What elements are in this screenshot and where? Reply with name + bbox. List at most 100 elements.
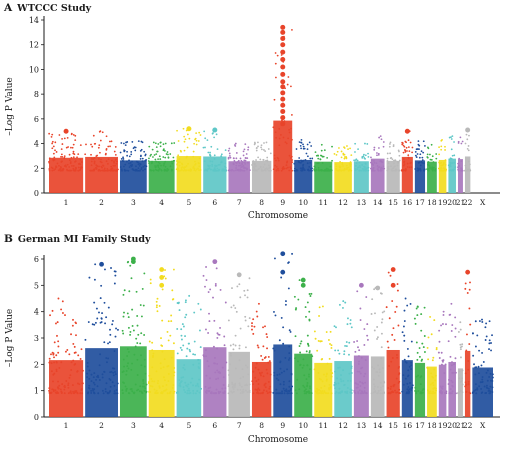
data-point: [188, 169, 190, 172]
data-point: [319, 340, 322, 343]
data-point: [475, 366, 478, 369]
x-tick-label: 19: [438, 198, 448, 207]
data-point: [229, 156, 232, 159]
data-point: [251, 328, 253, 331]
highlighted-point: [280, 251, 286, 257]
chromosome-1-points: [48, 132, 84, 193]
data-point: [433, 166, 435, 169]
data-point: [55, 354, 58, 357]
data-point: [419, 376, 422, 379]
data-point: [103, 167, 106, 170]
data-point: [232, 157, 235, 160]
data-point: [364, 154, 367, 157]
data-point: [350, 326, 353, 329]
data-point: [123, 311, 125, 314]
data-point: [416, 358, 419, 361]
data-point: [249, 169, 251, 172]
data-point: [337, 366, 340, 369]
data-point: [63, 165, 66, 167]
data-point: [387, 346, 390, 349]
data-point: [460, 167, 463, 170]
data-point: [316, 392, 319, 395]
data-point: [391, 158, 394, 161]
data-point: [347, 169, 350, 172]
data-point: [171, 386, 174, 389]
chromosome-6-points: [202, 129, 228, 193]
data-point: [476, 334, 479, 337]
data-point: [263, 384, 266, 387]
data-point: [119, 151, 122, 154]
data-point: [334, 387, 337, 390]
data-point: [373, 148, 376, 151]
data-point: [230, 390, 233, 393]
data-point: [310, 169, 313, 172]
data-point: [205, 169, 208, 172]
data-point: [236, 168, 239, 171]
data-point: [126, 150, 128, 153]
data-point: [130, 153, 133, 156]
data-point: [367, 166, 370, 169]
data-point: [371, 366, 374, 369]
data-point: [239, 296, 242, 299]
data-point: [113, 164, 116, 167]
y-tick-label: 6: [34, 115, 39, 124]
data-point: [139, 342, 142, 345]
chromosome-15-dense-band: [386, 349, 400, 417]
data-point: [54, 391, 57, 394]
data-point: [403, 334, 406, 337]
data-point: [176, 302, 179, 304]
data-point: [401, 141, 404, 144]
data-point: [482, 361, 485, 363]
data-point: [156, 150, 159, 153]
chromosome-7-points: [227, 273, 251, 417]
data-point: [320, 149, 323, 152]
highlighted-point: [465, 127, 471, 133]
data-point: [398, 154, 401, 157]
data-point: [448, 313, 451, 316]
data-point: [246, 289, 249, 292]
data-point: [232, 348, 235, 351]
data-point: [155, 146, 158, 149]
data-point: [91, 387, 94, 390]
data-point: [260, 144, 263, 147]
data-point: [429, 390, 432, 393]
data-point: [265, 141, 268, 144]
data-point: [148, 380, 150, 383]
data-point: [465, 167, 467, 169]
data-point: [243, 289, 246, 292]
data-point: [331, 372, 334, 375]
data-point: [179, 149, 182, 152]
data-point: [128, 290, 131, 293]
data-point: [288, 345, 291, 348]
data-point: [320, 386, 323, 389]
chromosome-18-dense-band: [427, 366, 437, 417]
data-point: [186, 389, 189, 392]
data-point: [274, 164, 277, 167]
data-point: [314, 337, 317, 340]
highlighted-point: [63, 128, 69, 134]
data-point: [264, 386, 267, 389]
chromosome-17-dense-band: [414, 160, 426, 193]
data-point: [330, 344, 333, 347]
data-point: [265, 368, 268, 371]
data-point: [363, 375, 366, 378]
data-point: [294, 335, 297, 338]
data-point: [223, 165, 226, 168]
chromosome-9-dense-band: [273, 344, 293, 417]
data-point: [257, 141, 259, 144]
data-point: [186, 155, 188, 158]
data-point: [231, 386, 234, 389]
data-point: [325, 375, 328, 378]
data-point: [198, 362, 200, 365]
data-point: [316, 162, 319, 165]
data-point: [65, 146, 68, 149]
data-point: [238, 283, 241, 286]
highlighted-point: [404, 128, 410, 134]
data-point: [288, 357, 291, 360]
data-point: [346, 145, 348, 147]
data-point: [244, 319, 247, 322]
data-point: [52, 390, 55, 393]
data-point: [464, 287, 467, 290]
data-point: [304, 159, 307, 161]
data-point: [344, 391, 347, 394]
